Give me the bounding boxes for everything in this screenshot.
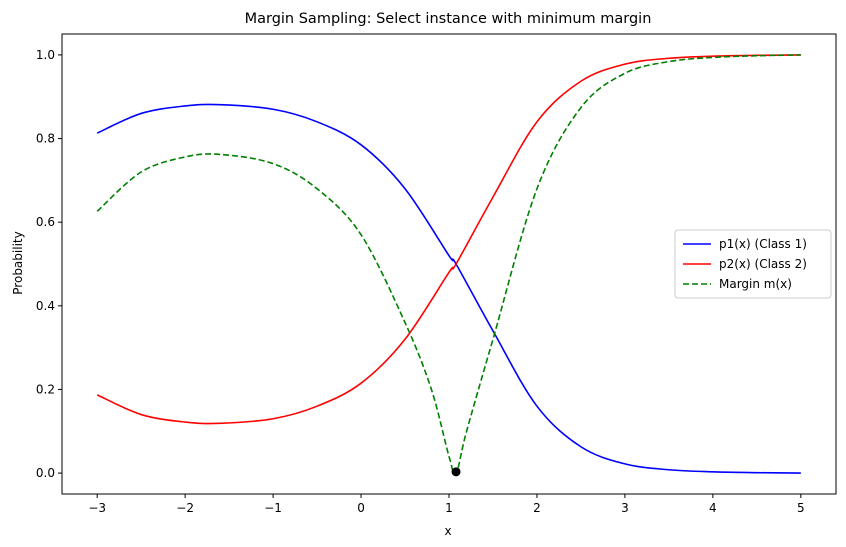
x-tick-label: 0	[357, 501, 365, 515]
chart-title: Margin Sampling: Select instance with mi…	[245, 11, 652, 27]
legend-label: p1(x) (Class 1)	[719, 237, 807, 251]
y-tick-label: 1.0	[36, 48, 55, 62]
series-line-p2-x-class-2	[96, 54, 801, 425]
y-axis-label: Probability	[11, 231, 25, 294]
legend-box	[674, 229, 832, 299]
x-tick-label: 5	[797, 501, 805, 515]
y-tick-label: 0.2	[36, 382, 55, 396]
x-tick-label: 4	[709, 501, 717, 515]
x-tick-label: 1	[445, 501, 453, 515]
legend-label: p2(x) (Class 2)	[719, 257, 807, 271]
y-tick-label: 0.4	[36, 299, 55, 313]
plot-area: −3 −2 −1 0 1 2 3 4 5 0.0 0.2 0.4 0.6 0.8 1.0	[36, 33, 837, 515]
x-tick-label: −1	[264, 501, 282, 515]
y-tick-label: 0.6	[36, 215, 55, 229]
min-margin-point	[451, 467, 461, 477]
y-tick-label: 0.8	[36, 132, 55, 146]
x-tick-label: −3	[88, 501, 106, 515]
x-tick-label: 3	[621, 501, 629, 515]
legend-label: Margin m(x)	[719, 277, 792, 291]
x-tick-label: 2	[533, 501, 541, 515]
x-tick-label: −2	[176, 501, 194, 515]
series-line-p1-x-class-1	[96, 103, 801, 474]
legend: p1(x) (Class 1) p2(x) (Class 2) Margin m(x…	[674, 229, 832, 299]
x-axis-label: x	[444, 524, 451, 538]
y-tick-label: 0.0	[36, 466, 55, 480]
